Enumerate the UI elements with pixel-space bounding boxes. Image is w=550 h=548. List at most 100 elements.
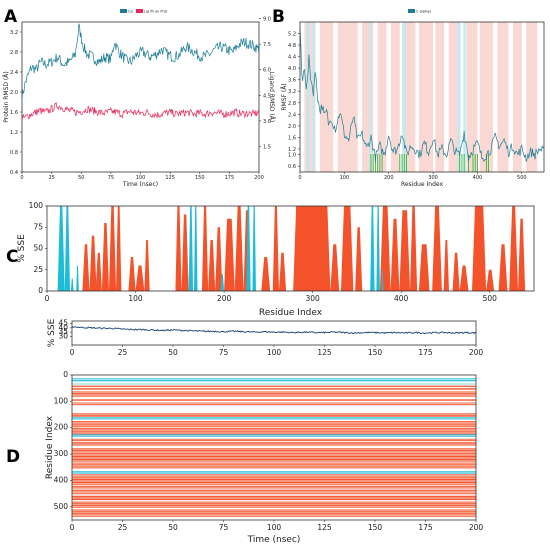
strand-band (72, 383, 476, 385)
panel-d-ytick: 200 (54, 423, 69, 432)
helix-band (72, 394, 476, 396)
helix-band (72, 480, 476, 482)
panel-c-ytick: 50 (33, 244, 43, 253)
helix-band (72, 392, 476, 394)
series-c-alphas-line (299, 28, 545, 163)
strand-band (72, 418, 476, 420)
panel-b-ytick: 2.0 (288, 124, 296, 130)
helix-band (72, 422, 476, 424)
panel-d-ytick: 100 (54, 396, 69, 405)
panel-d-top-frame (71, 320, 477, 346)
helix-band (72, 457, 476, 459)
panel-a-y2label: Ligand RMSD (Å) (268, 72, 275, 122)
helix-band (72, 485, 476, 487)
panel-d-top-xtick: 25 (118, 348, 128, 357)
panel-a-y2tick: 3.0 (263, 119, 271, 125)
helix-sse-area (181, 214, 189, 291)
strand-sse-area (381, 269, 384, 291)
helix-sse-area (215, 227, 223, 291)
helix-band (72, 503, 476, 505)
helix-sse-area (101, 223, 109, 291)
helix-sse-area (293, 206, 331, 291)
helix-sse-area (518, 218, 526, 291)
helix-sse-area (116, 206, 122, 291)
strand-region-band (463, 22, 466, 172)
panel-a-xtick: 200 (254, 175, 264, 181)
panel-a-xtick: 75 (108, 175, 114, 181)
panel-label-c: C (6, 247, 18, 267)
panel-d-top-xtick: 150 (368, 348, 383, 357)
panel-b-frame (299, 21, 545, 173)
sse-time-line (71, 325, 477, 335)
panel-b-ytick: 5.2 (288, 32, 296, 38)
helix-sse-area (95, 252, 102, 291)
helix-sse-area (208, 240, 216, 291)
panel-a-ytick: 2.4 (10, 70, 18, 76)
panel-a-y2tick: 4.5 (263, 93, 271, 99)
helix-sse-area (201, 206, 209, 291)
strand-band (72, 380, 476, 382)
helix-sse-area (418, 244, 430, 291)
panel-c-ytick: 0 (38, 286, 43, 295)
legend-c-alphas-label: C-alphas (416, 10, 431, 14)
panel-d-ytick: 300 (54, 449, 69, 458)
panel-d-ytick: 400 (54, 475, 69, 484)
panel-a-y2tick: 1.5 (263, 144, 271, 150)
helix-region-band (435, 22, 445, 172)
helix-band (72, 511, 476, 513)
helix-region-band (418, 22, 434, 172)
panel-a-xtick: 50 (78, 175, 84, 181)
strand-region-band (368, 22, 371, 172)
helix-band (72, 515, 476, 517)
legend-ligand-swatch (136, 9, 143, 13)
panel-a-xtick: 175 (225, 175, 235, 181)
strand-region-band (457, 22, 461, 172)
helix-band (72, 512, 476, 514)
panel-d-xtick: 50 (168, 523, 178, 532)
panel-b-ytick: 1.0 (288, 153, 296, 159)
helix-band (72, 438, 476, 440)
panel-a-ytick: 0.4 (10, 170, 18, 176)
helix-band (72, 424, 476, 426)
panel-b-ytick: 1.2 (288, 147, 296, 153)
helix-band (72, 458, 476, 461)
panel-c-xtick: 300 (305, 294, 320, 303)
helix-sse-area (498, 244, 508, 291)
panel-c-xtick: 200 (217, 294, 232, 303)
helix-band (72, 487, 476, 489)
helix-region-band (512, 22, 522, 172)
helix-band (72, 432, 476, 434)
helix-band (72, 455, 476, 458)
panel-b-xtick: 400 (473, 175, 483, 181)
helix-band (72, 498, 476, 501)
helix-sse-area (355, 227, 363, 291)
helix-sse-area (82, 244, 90, 291)
legend-ca-label: Cα (128, 10, 133, 14)
panel-d-xtick: 75 (219, 523, 229, 532)
strand-region-band (306, 22, 310, 172)
helix-sse-area (89, 235, 97, 291)
helix-band (72, 467, 476, 469)
helix-band (72, 483, 476, 485)
helix-band (72, 442, 476, 444)
helix-sse-area (128, 257, 136, 291)
helix-band (72, 506, 476, 508)
panel-a-xtick: 0 (20, 175, 23, 181)
helix-sse-area (432, 206, 442, 291)
helix-band (72, 413, 476, 415)
panel-b-ytick: 0.6 (288, 164, 296, 170)
helix-band (72, 491, 476, 493)
panel-label-b: B (272, 7, 285, 27)
helix-sse-area (410, 206, 418, 291)
strand-sse-area (64, 206, 71, 291)
panel-c-xtick: 500 (483, 294, 498, 303)
panel-d-xtick: 100 (267, 523, 282, 532)
panel-d-ytick: 0 (63, 370, 68, 379)
strand-band (72, 378, 476, 380)
helix-sse-area (340, 206, 354, 291)
helix-band (72, 489, 476, 491)
panel-b-ytick: 3.2 (288, 89, 296, 95)
panel-b-ytick: 4.0 (288, 66, 296, 72)
panel-b-ylabel: RMSF (Å) (281, 83, 288, 110)
panel-label-a: A (4, 7, 18, 27)
